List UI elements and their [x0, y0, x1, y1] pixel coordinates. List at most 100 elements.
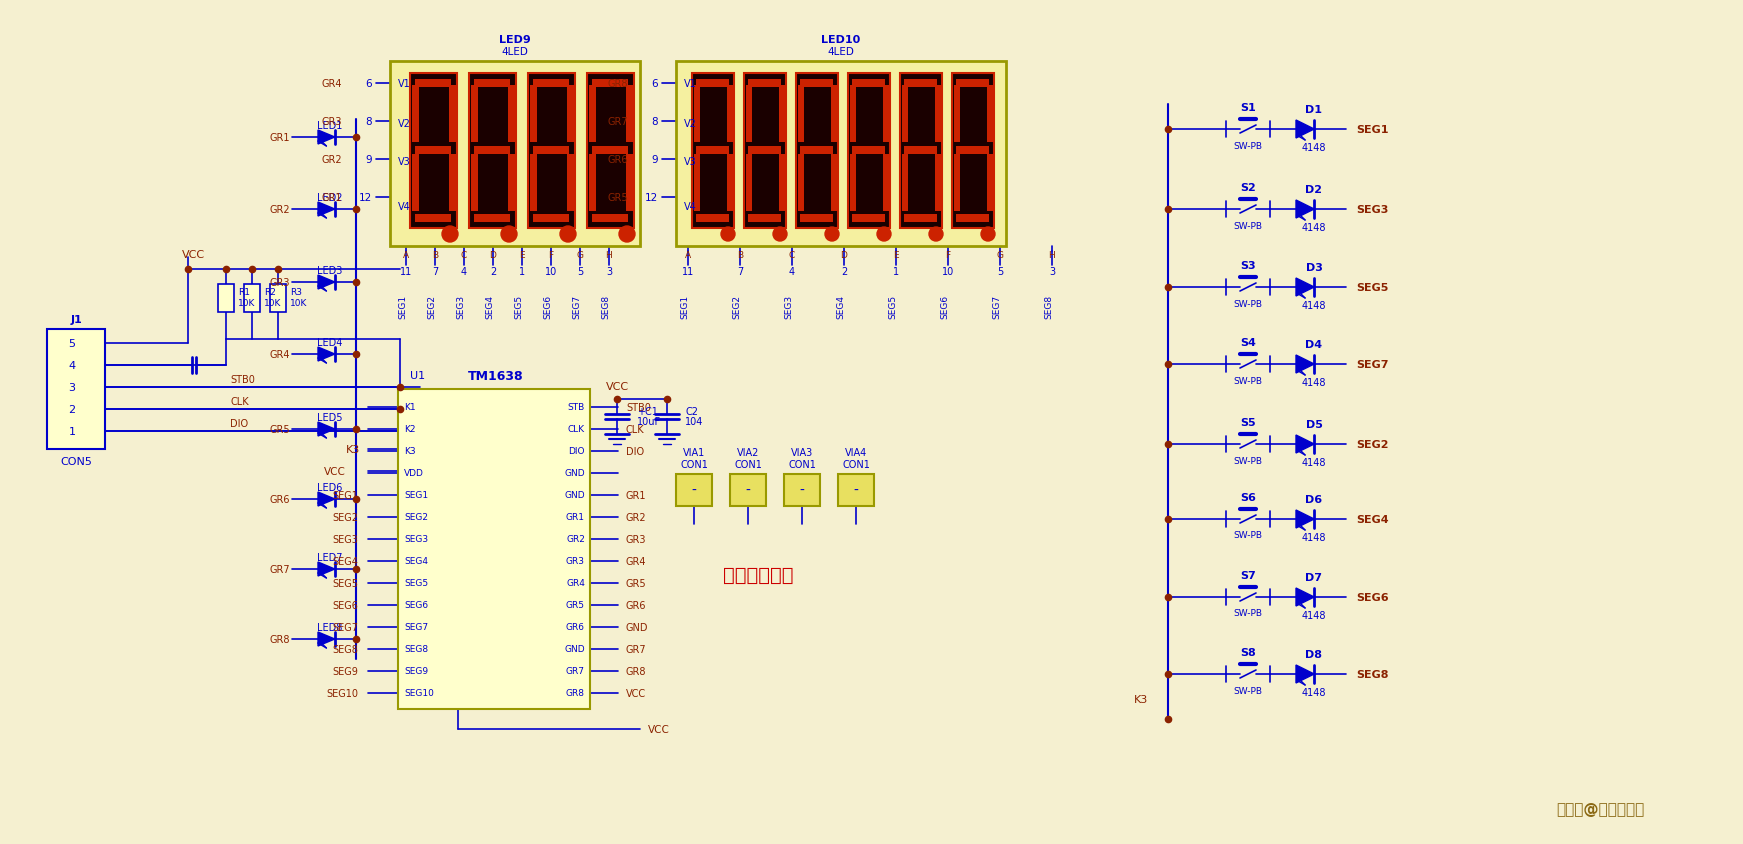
Text: SEG6: SEG6 — [404, 601, 429, 609]
Bar — [474, 214, 511, 223]
Polygon shape — [317, 276, 335, 289]
Text: GR3: GR3 — [566, 557, 586, 565]
Text: GR4: GR4 — [270, 349, 289, 360]
Text: SEG4: SEG4 — [333, 556, 357, 566]
Bar — [390, 62, 640, 246]
Text: D6: D6 — [1306, 495, 1323, 505]
Text: 4148: 4148 — [1302, 610, 1326, 620]
Text: GR4: GR4 — [321, 78, 342, 89]
Bar — [838, 474, 873, 506]
Circle shape — [722, 228, 736, 241]
Bar — [899, 74, 941, 229]
Text: VCC: VCC — [605, 381, 629, 392]
Text: 3: 3 — [68, 382, 75, 392]
Text: U1: U1 — [410, 371, 425, 381]
Text: SEG5: SEG5 — [514, 295, 523, 319]
Bar — [953, 154, 960, 212]
Text: V1: V1 — [683, 78, 697, 89]
Bar — [589, 86, 596, 143]
Bar — [471, 86, 478, 143]
Text: 2: 2 — [490, 267, 497, 277]
Text: GR6: GR6 — [626, 600, 647, 610]
Text: DIO: DIO — [568, 447, 586, 456]
Bar — [798, 154, 804, 212]
Text: SEG5: SEG5 — [889, 295, 898, 319]
Text: F: F — [945, 250, 950, 259]
Text: D8: D8 — [1306, 649, 1323, 659]
Text: K3: K3 — [404, 447, 415, 456]
Text: D: D — [490, 250, 497, 259]
Text: H: H — [1049, 250, 1055, 259]
Text: GR8: GR8 — [270, 634, 289, 644]
Text: GR3: GR3 — [626, 534, 647, 544]
Text: CLK: CLK — [568, 425, 586, 434]
Bar — [748, 214, 781, 223]
Polygon shape — [1297, 279, 1314, 296]
Text: S8: S8 — [1239, 647, 1257, 657]
Text: +C1: +C1 — [636, 407, 657, 416]
Text: SEG4: SEG4 — [837, 295, 845, 319]
Polygon shape — [317, 131, 335, 145]
Text: E: E — [519, 250, 525, 259]
Bar — [507, 154, 514, 212]
Text: 5: 5 — [577, 267, 584, 277]
Text: TM1638: TM1638 — [469, 369, 523, 382]
Text: R2: R2 — [263, 287, 275, 296]
Text: H: H — [605, 250, 612, 259]
Bar — [852, 80, 885, 88]
Text: GR1: GR1 — [626, 490, 647, 500]
Bar — [779, 86, 784, 143]
Bar — [411, 86, 418, 143]
Text: SEG10: SEG10 — [404, 689, 434, 698]
Text: V2: V2 — [683, 119, 697, 129]
Text: 1: 1 — [892, 267, 899, 277]
Text: GND: GND — [565, 645, 586, 654]
Text: SEG10: SEG10 — [326, 688, 357, 698]
Text: 3: 3 — [1049, 267, 1055, 277]
Text: SEG1: SEG1 — [1356, 125, 1389, 135]
Text: SEG3: SEG3 — [457, 295, 465, 319]
Text: CON1: CON1 — [734, 459, 762, 469]
Bar — [507, 86, 514, 143]
Text: S3: S3 — [1241, 261, 1255, 271]
Text: C2: C2 — [685, 407, 697, 416]
Text: B: B — [737, 250, 743, 259]
Bar — [748, 80, 781, 88]
Text: 10uF: 10uF — [636, 416, 661, 426]
Text: 1: 1 — [519, 267, 525, 277]
Text: E: E — [892, 250, 899, 259]
Text: VIA2: VIA2 — [737, 447, 760, 457]
Bar — [270, 284, 286, 312]
Text: D7: D7 — [1306, 572, 1323, 582]
Text: SEG3: SEG3 — [333, 534, 357, 544]
Bar — [471, 154, 478, 212]
Bar — [244, 284, 260, 312]
Bar — [800, 147, 833, 154]
Text: G: G — [997, 250, 1004, 259]
Bar — [47, 330, 105, 450]
Bar — [533, 214, 568, 223]
Text: 2: 2 — [840, 267, 847, 277]
Text: GND: GND — [565, 491, 586, 500]
Polygon shape — [317, 203, 335, 217]
Text: F: F — [549, 250, 554, 259]
Bar — [851, 154, 856, 212]
Text: 10K: 10K — [263, 298, 281, 307]
Text: LED6: LED6 — [317, 483, 343, 492]
Bar — [748, 147, 781, 154]
Text: K3: K3 — [1133, 694, 1149, 704]
Text: GR4: GR4 — [566, 579, 586, 587]
Bar — [589, 154, 596, 212]
Bar — [884, 86, 889, 143]
Bar — [593, 214, 627, 223]
Bar — [831, 154, 837, 212]
Bar — [852, 214, 885, 223]
Text: LED1: LED1 — [317, 121, 343, 131]
Text: SEG6: SEG6 — [941, 295, 950, 319]
Bar — [955, 80, 988, 88]
Text: 104: 104 — [685, 416, 704, 426]
Text: V1: V1 — [397, 78, 411, 89]
Text: SEG4: SEG4 — [404, 557, 429, 565]
Text: SEG1: SEG1 — [333, 490, 357, 500]
Text: GR5: GR5 — [607, 192, 627, 203]
